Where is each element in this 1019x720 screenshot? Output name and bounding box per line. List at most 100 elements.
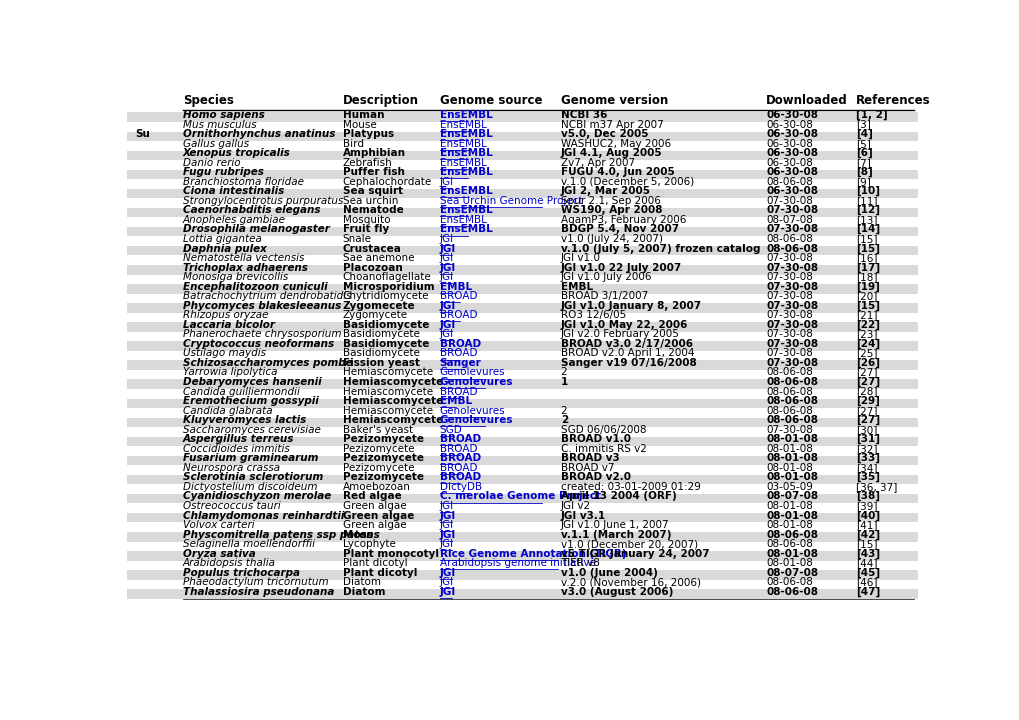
Text: 06-30-08: 06-30-08 (765, 167, 817, 177)
Text: Placozoan: Placozoan (342, 263, 401, 273)
Text: BROAD: BROAD (439, 434, 480, 444)
Text: [47]: [47] (856, 587, 879, 597)
Text: 07-30-08: 07-30-08 (765, 272, 812, 282)
FancyBboxPatch shape (127, 217, 917, 227)
Text: Amphibian: Amphibian (342, 148, 406, 158)
FancyBboxPatch shape (127, 589, 917, 599)
Text: BROAD: BROAD (439, 348, 477, 359)
FancyBboxPatch shape (127, 361, 917, 370)
Text: Phaeodactylum tricornutum: Phaeodactylum tricornutum (182, 577, 328, 588)
Text: Daphnia pulex: Daphnia pulex (182, 243, 266, 253)
Text: JGI: JGI (439, 577, 453, 588)
Text: 08-01-08: 08-01-08 (765, 510, 817, 521)
Text: Chytridiomycete: Chytridiomycete (342, 291, 429, 301)
Text: Su: Su (136, 129, 150, 139)
FancyBboxPatch shape (127, 408, 917, 418)
Text: Fruit fly: Fruit fly (342, 225, 388, 235)
FancyBboxPatch shape (127, 494, 917, 503)
Text: Diatom: Diatom (342, 577, 380, 588)
Text: Bird: Bird (342, 139, 363, 148)
Text: [17]: [17] (856, 262, 879, 273)
Text: Sea Urchin Genome Project: Sea Urchin Genome Project (439, 196, 582, 206)
Text: BROAD: BROAD (439, 472, 480, 482)
Text: 06-30-08: 06-30-08 (765, 148, 817, 158)
Text: EMBL: EMBL (439, 396, 472, 406)
Text: 08-01-08: 08-01-08 (765, 434, 817, 444)
Text: Hemiascomycete: Hemiascomycete (342, 405, 432, 415)
FancyBboxPatch shape (127, 551, 917, 561)
Text: JGI v1.0 July 2006: JGI v1.0 July 2006 (560, 272, 651, 282)
Text: AgamP3, February 2006: AgamP3, February 2006 (560, 215, 686, 225)
Text: Trichoplax adhaerens: Trichoplax adhaerens (182, 263, 308, 273)
Text: Homo sapiens: Homo sapiens (182, 110, 264, 120)
Text: Caenorhabditis elegans: Caenorhabditis elegans (182, 205, 320, 215)
Text: Basidiomycete: Basidiomycete (342, 348, 419, 359)
Text: BROAD: BROAD (439, 310, 477, 320)
Text: Xenopus tropicalis: Xenopus tropicalis (182, 148, 290, 158)
Text: Pezizomycete: Pezizomycete (342, 463, 414, 473)
Text: NCBI m37 Apr 2007: NCBI m37 Apr 2007 (560, 120, 662, 130)
Text: Sanger: Sanger (439, 358, 481, 368)
Text: Neurospora crassa: Neurospora crassa (182, 463, 279, 473)
Text: BROAD 3/1/2007: BROAD 3/1/2007 (560, 291, 647, 301)
Text: 07-30-08: 07-30-08 (765, 196, 812, 206)
Text: 2: 2 (560, 415, 568, 425)
Text: April 13 2004 (ORF): April 13 2004 (ORF) (560, 492, 676, 501)
FancyBboxPatch shape (127, 351, 917, 361)
Text: 08-01-08: 08-01-08 (765, 454, 817, 463)
FancyBboxPatch shape (127, 189, 917, 198)
Text: BROAD: BROAD (439, 387, 477, 397)
Text: JGI v3.1: JGI v3.1 (560, 510, 605, 521)
Text: [21]: [21] (856, 310, 877, 320)
Text: v1.0 (July 24, 2007): v1.0 (July 24, 2007) (560, 234, 662, 244)
FancyBboxPatch shape (127, 132, 917, 141)
Text: JGI: JGI (439, 263, 455, 273)
Text: Pezizomycete: Pezizomycete (342, 444, 414, 454)
Text: Hemiascomycete: Hemiascomycete (342, 367, 432, 377)
Text: 08-06-08: 08-06-08 (765, 176, 812, 186)
Text: Sclerotinia sclerotiorum: Sclerotinia sclerotiorum (182, 472, 323, 482)
Text: WASHUC2, May 2006: WASHUC2, May 2006 (560, 139, 671, 148)
Text: Plant dicotyl: Plant dicotyl (342, 568, 417, 577)
Text: Lycophyte: Lycophyte (342, 539, 395, 549)
Text: EnsEMBL: EnsEMBL (439, 120, 486, 130)
Text: Cephalochordate: Cephalochordate (342, 176, 431, 186)
Text: Green algae: Green algae (342, 501, 406, 511)
Text: [46]: [46] (856, 577, 877, 588)
Text: [10]: [10] (856, 186, 879, 197)
Text: Zebrafish: Zebrafish (342, 158, 392, 168)
Text: 08-01-08: 08-01-08 (765, 472, 817, 482)
Text: 08-01-08: 08-01-08 (765, 463, 812, 473)
Text: [24]: [24] (856, 338, 879, 349)
Text: 07-30-08: 07-30-08 (765, 291, 812, 301)
Text: Selaginella moellendorffii: Selaginella moellendorffii (182, 539, 315, 549)
Text: Mus musculus: Mus musculus (182, 120, 256, 130)
Text: Nematode: Nematode (342, 205, 403, 215)
Text: 08-06-08: 08-06-08 (765, 243, 817, 253)
Text: JGI: JGI (439, 243, 455, 253)
Text: 08-06-08: 08-06-08 (765, 234, 812, 244)
FancyBboxPatch shape (127, 465, 917, 474)
Text: [5]: [5] (856, 139, 870, 148)
Text: Genolevures: Genolevures (439, 367, 504, 377)
FancyBboxPatch shape (127, 323, 917, 332)
Text: Ustilago maydis: Ustilago maydis (182, 348, 266, 359)
Text: [12]: [12] (856, 205, 879, 215)
Text: Baker's yeast: Baker's yeast (342, 425, 413, 435)
Text: FUGU 4.0, Jun 2005: FUGU 4.0, Jun 2005 (560, 167, 674, 177)
Text: 07-30-08: 07-30-08 (765, 282, 817, 292)
Text: 06-30-08: 06-30-08 (765, 129, 817, 139)
Text: BROAD: BROAD (439, 454, 480, 463)
Text: Green algae: Green algae (342, 510, 414, 521)
FancyBboxPatch shape (127, 122, 917, 132)
Text: EMBL: EMBL (560, 282, 592, 292)
Text: [16]: [16] (856, 253, 877, 263)
Text: [1, 2]: [1, 2] (856, 109, 888, 120)
Text: Anopheles gambiae: Anopheles gambiae (182, 215, 285, 225)
Text: v.1.0 (July 5, 2007) frozen catalog: v.1.0 (July 5, 2007) frozen catalog (560, 243, 759, 253)
Text: Genolevures: Genolevures (439, 405, 504, 415)
Text: Basidiomycete: Basidiomycete (342, 329, 419, 339)
Text: Human: Human (342, 110, 383, 120)
Text: JGI v1.0: JGI v1.0 (560, 253, 600, 263)
Text: Zygomecete: Zygomecete (342, 301, 415, 311)
